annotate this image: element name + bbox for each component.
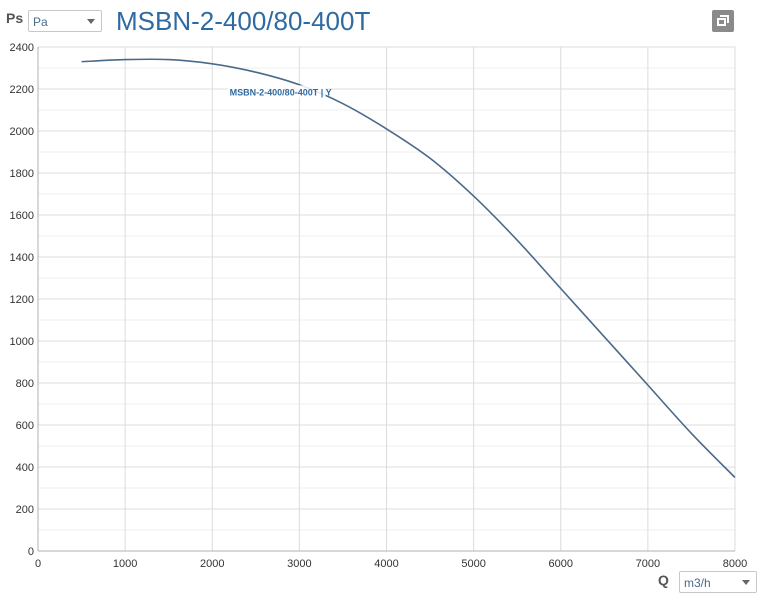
y-tick-label: 0 [28,546,34,558]
y-tick-label: 2000 [10,126,34,138]
y-tick-label: 1400 [10,252,34,264]
pressure-unit-select[interactable]: Pa [28,10,102,32]
window-restore-icon-front [717,18,726,26]
y-axis-title: Ps [6,10,24,26]
x-tick-label: 3000 [287,558,311,570]
x-tick-label: 0 [35,558,41,570]
flow-unit-value: m3/h [684,576,711,590]
chart-title: MSBN-2-400/80-400T [116,6,371,36]
x-tick-label: 1000 [113,558,137,570]
x-tick-label: 8000 [723,558,747,570]
series-label: MSBN-2-400/80-400T | Y [230,87,332,97]
y-tick-label: 400 [16,462,34,474]
x-tick-label: 7000 [636,558,660,570]
series-line [81,58,736,479]
y-tick-label: 1800 [10,168,34,180]
chevron-down-icon [742,580,750,585]
y-tick-label: 1600 [10,210,34,222]
pressure-unit-value: Pa [33,15,48,29]
series-label-bg [227,85,326,99]
x-tick-label: 4000 [374,558,398,570]
x-tick-label: 6000 [549,558,573,570]
y-tick-label: 1000 [10,336,34,348]
y-tick-label: 200 [16,504,34,516]
y-tick-label: 2400 [10,42,34,54]
y-tick-label: 1200 [10,294,34,306]
y-tick-label: 2200 [10,84,34,96]
x-tick-label: 5000 [461,558,485,570]
chevron-down-icon [87,19,95,24]
x-axis-title: Q [658,572,669,588]
window-restore-button[interactable] [712,10,734,32]
flow-unit-select[interactable]: m3/h [679,571,757,593]
y-tick-label: 600 [16,420,34,432]
x-tick-label: 2000 [200,558,224,570]
y-tick-label: 800 [16,378,34,390]
window-restore-icon [720,15,729,23]
